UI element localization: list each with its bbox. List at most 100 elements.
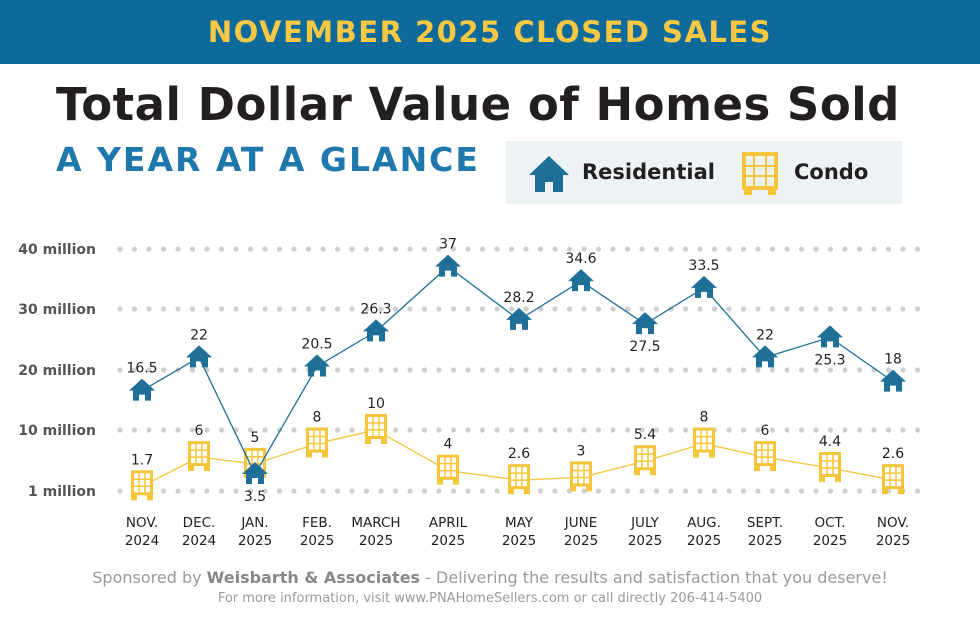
grid-dot xyxy=(769,306,776,312)
grid-dot xyxy=(842,427,848,433)
grid-dot xyxy=(552,427,558,433)
condo-body xyxy=(882,464,904,490)
grid-dot xyxy=(711,306,718,312)
grid-dot xyxy=(740,427,747,433)
grid-dot xyxy=(334,488,341,494)
grid-dot xyxy=(349,488,355,494)
condo-leg xyxy=(634,468,640,476)
condo-data-label: 2.6 xyxy=(882,446,904,462)
grid-dot xyxy=(726,246,732,252)
grid-dot xyxy=(668,488,674,494)
grid-dot xyxy=(827,306,834,312)
x-tick-label: NOV. xyxy=(126,515,158,531)
grid-dot xyxy=(537,367,544,373)
grid-dot xyxy=(653,246,660,252)
grid-dot xyxy=(276,306,283,312)
grid-dot xyxy=(856,488,863,494)
grid-dot xyxy=(769,246,776,252)
condo-data-label: 6 xyxy=(195,423,204,439)
grid-dot xyxy=(885,246,892,252)
condo-leg xyxy=(709,450,715,458)
grid-dot xyxy=(276,367,283,373)
grid-dot xyxy=(784,488,790,494)
grid-dot xyxy=(291,427,297,433)
grid-dot xyxy=(465,246,471,252)
grid-dot xyxy=(798,306,805,312)
grid-dot xyxy=(363,306,370,312)
x-tick-label: NOV. xyxy=(877,515,909,531)
grid-dot xyxy=(175,306,181,312)
grid-dot xyxy=(885,306,892,312)
house-marker xyxy=(506,307,532,330)
condo-windows xyxy=(510,466,528,488)
grid-dot xyxy=(900,427,906,433)
condo-windows xyxy=(636,447,654,469)
x-tick-label: 2025 xyxy=(300,533,334,549)
grid-dot xyxy=(914,427,921,433)
grid-dot xyxy=(726,488,732,494)
grid-dot xyxy=(436,488,442,494)
grid-dot xyxy=(682,246,689,252)
grid-dot xyxy=(363,367,370,373)
x-tick-label: 2025 xyxy=(502,533,536,549)
condo-leg xyxy=(586,484,592,492)
condo-body xyxy=(508,464,530,490)
grid-dot xyxy=(218,367,225,373)
grid-dot xyxy=(247,488,254,494)
grid-dot xyxy=(639,367,645,373)
grid-dot xyxy=(378,246,384,252)
grid-dot xyxy=(131,367,138,373)
grid-dot xyxy=(914,306,921,312)
grid-dot xyxy=(624,427,631,433)
grid-dot xyxy=(334,306,341,312)
condo-data-label: 5.4 xyxy=(634,427,656,443)
x-tick-label: 2024 xyxy=(125,533,159,549)
sponsor-suffix: - Delivering the results and satisfactio… xyxy=(420,568,888,587)
condo-marker xyxy=(634,445,656,476)
grid-dot xyxy=(436,246,442,252)
grid-dot xyxy=(363,488,370,494)
condo-leg xyxy=(365,437,371,444)
grid-dot xyxy=(247,306,254,312)
condo-windows xyxy=(439,456,457,478)
condo-windows xyxy=(821,453,839,475)
grid-dot xyxy=(378,488,384,494)
condo-leg xyxy=(204,464,210,472)
grid-dot xyxy=(914,367,921,373)
grid-dot xyxy=(349,367,355,373)
grid-dot xyxy=(668,246,674,252)
condo-marker xyxy=(508,464,530,495)
condo-data-label: 5 xyxy=(251,430,260,446)
grid-dot xyxy=(624,488,631,494)
sponsor-prefix: Sponsored by xyxy=(92,568,207,587)
x-tick-label: JUNE xyxy=(564,515,598,531)
x-tick-label: JULY xyxy=(630,515,660,531)
grid-dot xyxy=(784,427,790,433)
grid-dot xyxy=(247,367,254,373)
grid-dot xyxy=(537,427,544,433)
grid-dot xyxy=(320,306,326,312)
x-tick-label: OCT. xyxy=(815,515,846,531)
legend: Residential Condo xyxy=(506,141,902,204)
condo-marker xyxy=(882,464,904,495)
residential-data-label: 18 xyxy=(884,352,902,368)
condo-marker xyxy=(570,461,592,492)
condo-leg xyxy=(570,484,576,492)
grid-dot xyxy=(262,306,268,312)
condo-leg xyxy=(188,464,194,472)
grid-dot xyxy=(711,367,718,373)
line-chart: 1 million 10 million 20 million 30 million 4… xyxy=(18,237,921,549)
residential-data-label: 26.3 xyxy=(360,301,391,317)
grid-dot xyxy=(160,306,167,312)
condo-body xyxy=(693,427,715,453)
grid-dot xyxy=(436,427,442,433)
condo-leg xyxy=(898,487,904,495)
grid-dot xyxy=(421,306,428,312)
grid-dot xyxy=(827,246,834,252)
grid-dot xyxy=(363,246,370,252)
grid-dot xyxy=(755,246,761,252)
condo-leg xyxy=(453,477,459,485)
grid-dot xyxy=(639,488,645,494)
residential-data-label: 3.5 xyxy=(244,489,266,505)
grid-dot xyxy=(798,367,805,373)
